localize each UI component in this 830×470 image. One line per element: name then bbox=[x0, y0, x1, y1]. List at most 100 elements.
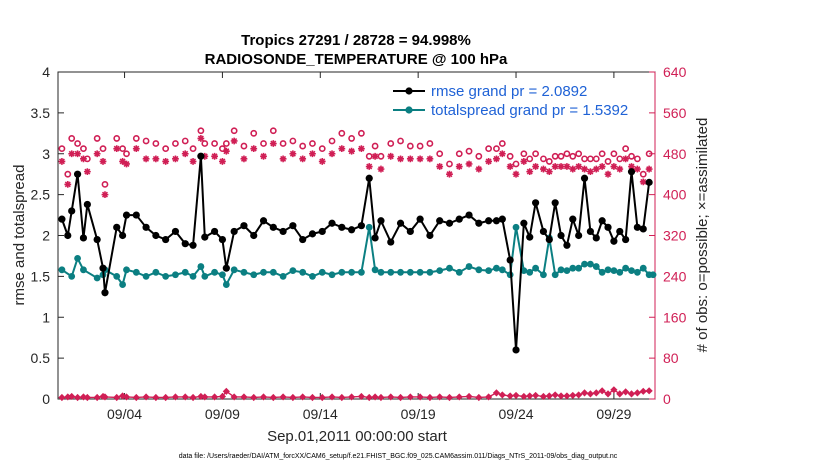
obs-possible-marker bbox=[318, 145, 326, 153]
rmse-point bbox=[64, 231, 72, 240]
totalspread-point bbox=[406, 268, 414, 276]
rmse-point bbox=[113, 223, 121, 231]
obs-assimilated-marker bbox=[83, 168, 91, 176]
y-tick-label: 1 bbox=[42, 309, 50, 325]
obs-possible-marker bbox=[142, 137, 150, 145]
obs-assimilated-marker bbox=[328, 150, 336, 158]
obs-possible-marker bbox=[152, 140, 160, 147]
obs-possible-marker bbox=[58, 145, 66, 153]
obs-rejected-marker bbox=[250, 393, 258, 402]
obs-assimilated-marker bbox=[436, 163, 444, 170]
totalspread-point bbox=[616, 268, 624, 276]
rmse-point bbox=[371, 234, 379, 242]
obs-possible-marker bbox=[387, 140, 395, 147]
totalspread-point bbox=[371, 266, 379, 274]
totalspread-point bbox=[387, 268, 395, 276]
rmse-point bbox=[645, 178, 653, 186]
rmse-point bbox=[539, 227, 548, 236]
obs-possible-marker bbox=[446, 160, 453, 168]
totalspread-point bbox=[211, 268, 218, 276]
obs-assimilated-marker bbox=[289, 150, 297, 158]
obs-assimilated-marker bbox=[299, 155, 307, 163]
obs-assimilated-marker bbox=[493, 155, 500, 163]
obs-possible-marker bbox=[172, 140, 179, 147]
obs-possible-marker bbox=[230, 127, 238, 135]
rmse-point bbox=[377, 217, 385, 225]
obs-assimilated-marker bbox=[119, 158, 126, 165]
obs-assimilated-marker bbox=[616, 165, 624, 173]
totalspread-point bbox=[455, 268, 463, 276]
rmse-point bbox=[475, 219, 483, 227]
totalspread-point bbox=[74, 254, 81, 262]
obs-possible-marker bbox=[197, 127, 205, 135]
obs-rejected-marker bbox=[113, 393, 121, 402]
rmse-point bbox=[520, 219, 528, 227]
totalspread-point bbox=[80, 266, 87, 274]
totalspread-point bbox=[628, 267, 635, 275]
obs-assimilated-marker bbox=[197, 135, 205, 142]
obs-possible-marker bbox=[622, 145, 630, 153]
obs-possible-marker bbox=[201, 140, 209, 147]
obs-possible-marker bbox=[540, 155, 547, 163]
obs-assimilated-marker bbox=[446, 170, 453, 178]
obs-possible-marker bbox=[348, 135, 356, 142]
obs-possible-marker bbox=[569, 152, 577, 160]
obs-rejected-marker bbox=[498, 391, 506, 399]
obs-possible-marker bbox=[416, 142, 424, 150]
obs-rejected-marker bbox=[520, 392, 528, 401]
rmse-point bbox=[289, 222, 297, 230]
rmse-point bbox=[240, 222, 248, 230]
obs-possible-marker bbox=[436, 150, 444, 158]
obs-rejected-marker bbox=[627, 390, 636, 398]
legend-label-totalspread: totalspread grand pr = 1.5392 bbox=[431, 102, 628, 119]
totalspread-point bbox=[68, 272, 76, 280]
obs-possible-marker bbox=[520, 150, 528, 158]
obs-possible-marker bbox=[162, 145, 170, 153]
obs-rejected-marker bbox=[73, 393, 82, 402]
obs-rejected-marker bbox=[218, 392, 227, 401]
x-axis-label: Sep.01,2011 00:00:00 start bbox=[267, 428, 448, 445]
obs-assimilated-marker bbox=[365, 163, 373, 170]
obs-possible-marker bbox=[219, 145, 226, 153]
y-tick-label: 3 bbox=[42, 146, 50, 162]
obs-possible-marker bbox=[123, 150, 130, 158]
obs-possible-marker bbox=[645, 150, 653, 158]
totalspread-point bbox=[639, 264, 647, 272]
obs-assimilated-marker bbox=[162, 158, 170, 165]
obs-assimilated-marker bbox=[219, 158, 226, 165]
y-axis-label-left: rmse and totalspread bbox=[11, 165, 28, 306]
totalspread-point bbox=[557, 266, 565, 274]
rmse-point bbox=[328, 219, 336, 227]
totalspread-point bbox=[540, 271, 547, 279]
totalspread-point bbox=[622, 264, 630, 272]
obs-assimilated-marker bbox=[189, 158, 197, 165]
obs-assimilated-marker bbox=[551, 163, 559, 170]
obs-assimilated-marker bbox=[318, 158, 326, 165]
totalspread-point bbox=[485, 267, 493, 275]
rmse-point bbox=[218, 235, 227, 244]
legend-label-rmse: rmse grand pr = 2.0892 bbox=[431, 83, 587, 100]
rmse-point bbox=[357, 222, 365, 230]
obs-assimilated-marker bbox=[80, 155, 87, 163]
y-tick-label-right: 240 bbox=[663, 268, 687, 284]
obs-rejected-marker bbox=[338, 393, 346, 402]
obs-assimilated-marker bbox=[426, 155, 434, 163]
y-tick-label: 0.5 bbox=[31, 350, 51, 366]
obs-rejected-marker bbox=[551, 391, 559, 399]
totalspread-point bbox=[328, 271, 336, 279]
rmse-point bbox=[512, 346, 520, 354]
rmse-point bbox=[498, 215, 506, 223]
y-tick-label-right: 320 bbox=[663, 228, 687, 244]
y-tick-label-right: 560 bbox=[663, 105, 687, 121]
totalspread-point bbox=[113, 272, 121, 280]
obs-rejected-marker bbox=[563, 392, 571, 400]
rmse-point bbox=[406, 227, 414, 236]
legend: rmse grand pr = 2.0892 totalspread grand… bbox=[393, 83, 628, 119]
obs-possible-marker bbox=[222, 140, 230, 147]
plot-area bbox=[57, 71, 656, 400]
obs-rejected-marker bbox=[465, 392, 473, 401]
obs-rejected-marker bbox=[633, 389, 641, 397]
rmse-point bbox=[269, 223, 277, 231]
obs-possible-marker bbox=[328, 137, 336, 145]
